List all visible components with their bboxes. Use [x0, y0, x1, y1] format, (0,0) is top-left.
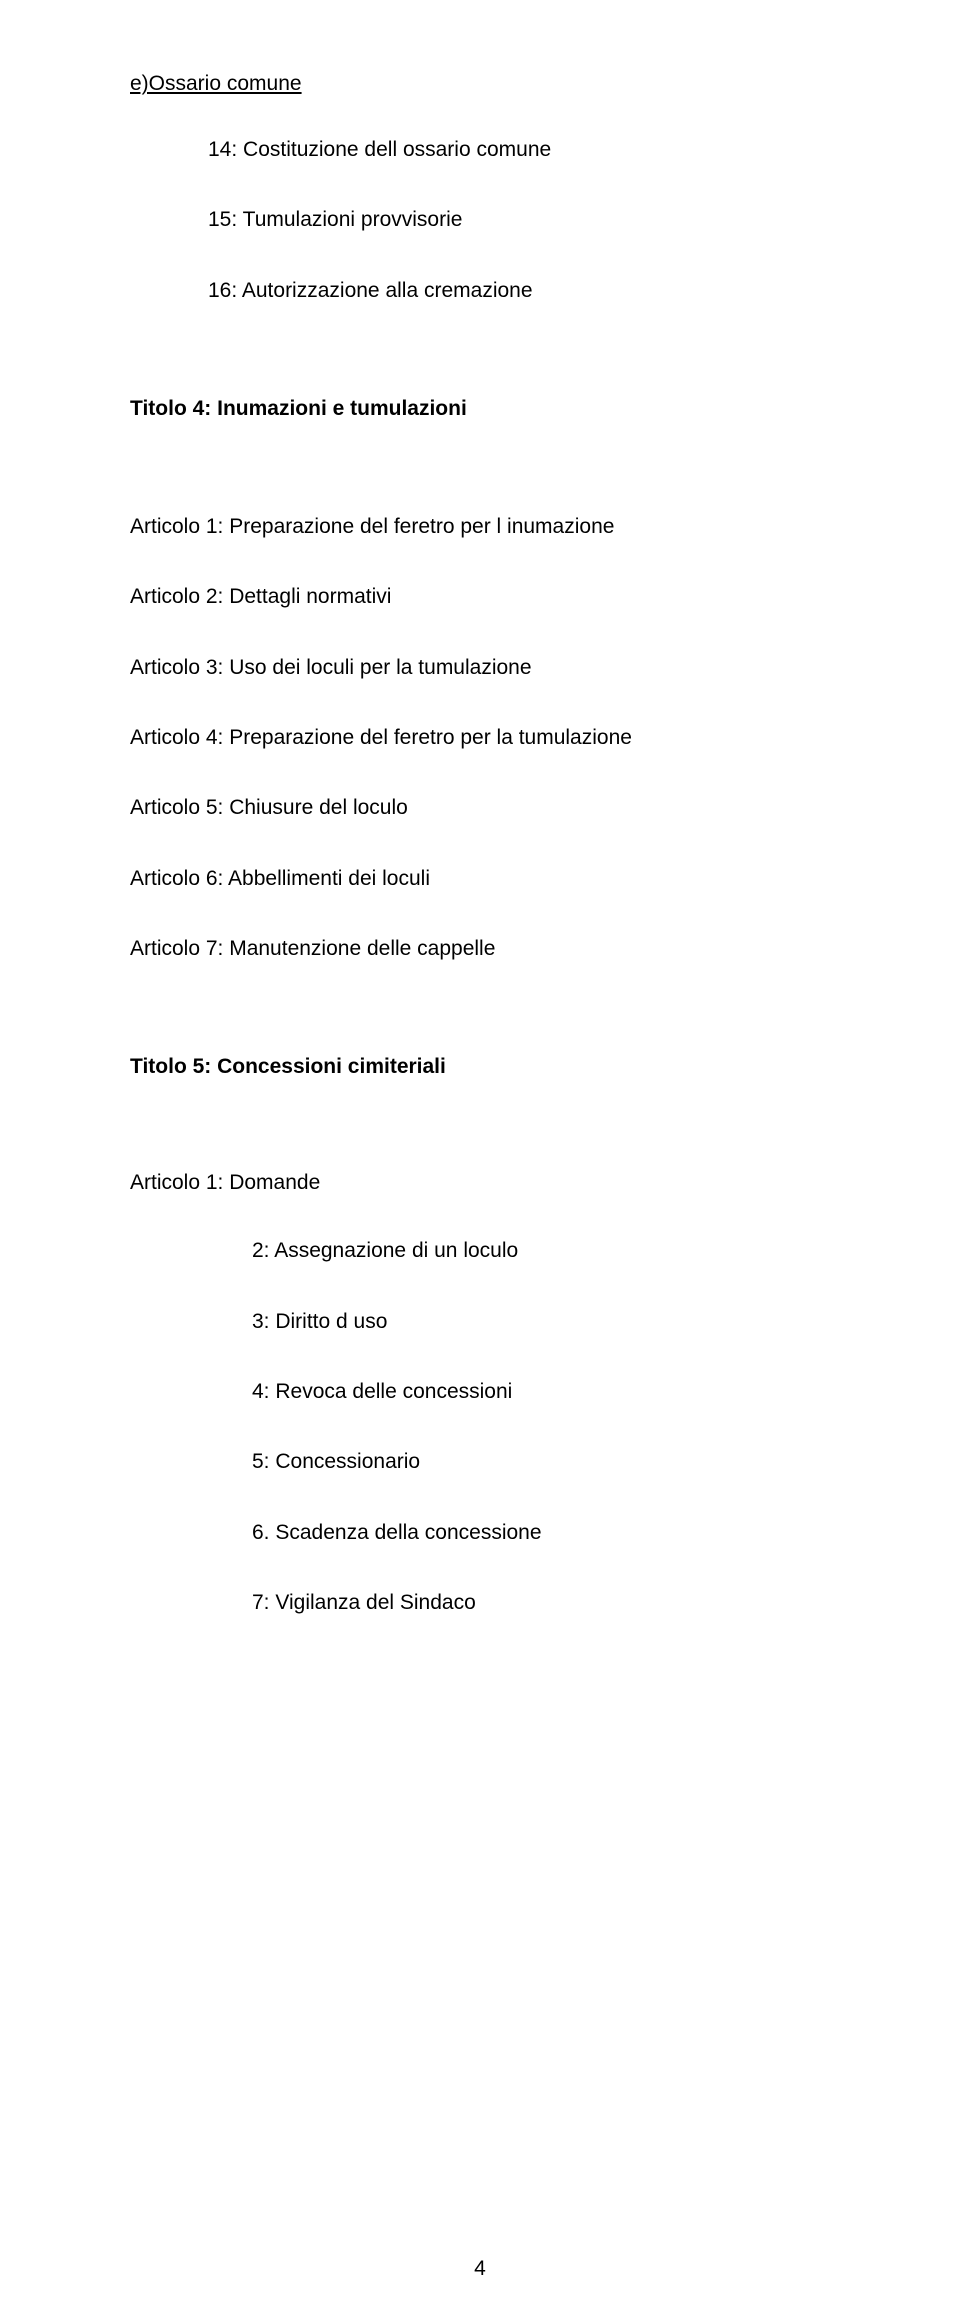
section-e-item: 14: Costituzione dell ossario comune [208, 136, 830, 164]
title-4-articles: Articolo 1: Preparazione del feretro per… [130, 513, 830, 963]
section-e-heading: e)Ossario comune [130, 72, 830, 96]
sub-item: 4: Revoca delle concessioni [252, 1378, 830, 1406]
sub-item: 5: Concessionario [252, 1448, 830, 1476]
title-4-heading: Titolo 4: Inumazioni e tumulazioni [130, 397, 830, 421]
section-e-item: 15: Tumulazioni provvisorie [208, 206, 830, 234]
article-lead: Articolo 1: Domande [130, 1171, 830, 1195]
article-line: Articolo 5: Chiusure del loculo [130, 794, 830, 822]
document-page: e)Ossario comune 14: Costituzione dell o… [0, 0, 960, 2315]
sub-item: 2: Assegnazione di un loculo [252, 1237, 830, 1265]
title-5-articles: Articolo 1: Domande 2: Assegnazione di u… [130, 1171, 830, 1617]
page-number: 4 [0, 2257, 960, 2281]
sub-item: 7: Vigilanza del Sindaco [252, 1589, 830, 1617]
section-e-items: 14: Costituzione dell ossario comune 15:… [208, 136, 830, 305]
article-line: Articolo 4: Preparazione del feretro per… [130, 724, 830, 752]
sub-item: 6. Scadenza della concessione [252, 1519, 830, 1547]
sub-item: 3: Diritto d uso [252, 1308, 830, 1336]
article-line: Articolo 6: Abbellimenti dei loculi [130, 865, 830, 893]
article-line: Articolo 1: Preparazione del feretro per… [130, 513, 830, 541]
article-line: Articolo 2: Dettagli normativi [130, 583, 830, 611]
title-5-subitems: 2: Assegnazione di un loculo 3: Diritto … [252, 1237, 830, 1617]
title-5-heading: Titolo 5: Concessioni cimiteriali [130, 1055, 830, 1079]
article-line: Articolo 3: Uso dei loculi per la tumula… [130, 654, 830, 682]
section-e-item: 16: Autorizzazione alla cremazione [208, 277, 830, 305]
article-line: Articolo 7: Manutenzione delle cappelle [130, 935, 830, 963]
